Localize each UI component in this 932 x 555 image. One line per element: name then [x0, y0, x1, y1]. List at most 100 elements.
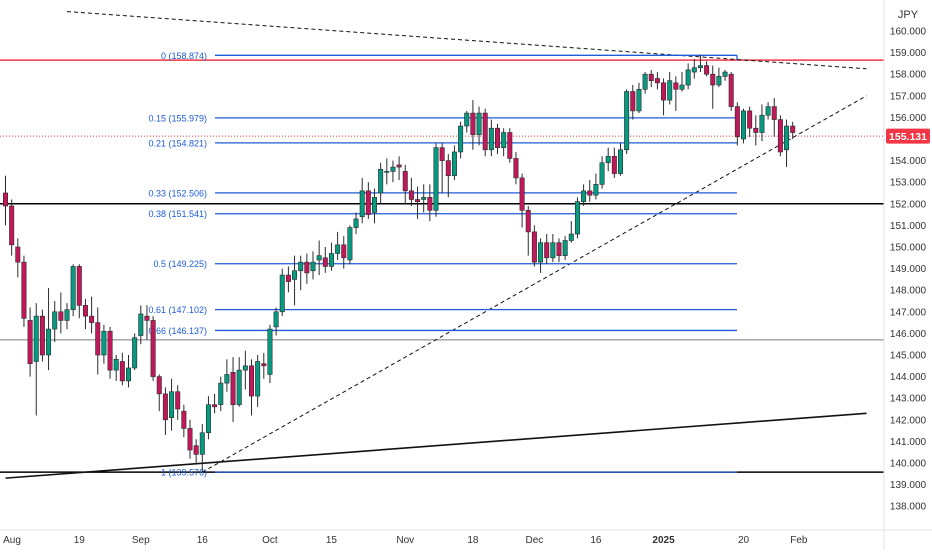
candle	[439, 143, 445, 193]
candle	[390, 160, 396, 183]
candle	[316, 240, 322, 276]
candle	[630, 85, 636, 120]
candle	[784, 119, 790, 168]
time-tick-label: 20	[738, 535, 750, 546]
candle	[556, 238, 562, 263]
time-axis[interactable]: Aug 19 Sep 16 Oct 15 Nov 18 Dec 16 2025 20 Feb	[3, 535, 808, 546]
candle-body	[95, 322, 101, 356]
candle	[704, 61, 710, 77]
candle	[402, 164, 408, 204]
candle-body	[359, 190, 365, 218]
candle	[169, 378, 175, 431]
candle-body	[82, 305, 88, 317]
candle-body	[507, 132, 513, 159]
candles	[2, 54, 796, 472]
candle	[562, 236, 568, 260]
candle	[716, 67, 722, 88]
candle	[691, 59, 697, 79]
dashed-trend-line[interactable]	[202, 95, 867, 473]
candle	[464, 110, 470, 133]
price-tick-label: 141.000	[890, 437, 927, 448]
candle-body	[298, 261, 304, 272]
candle-body	[673, 82, 679, 90]
candle-body	[132, 337, 138, 369]
time-tick-label: Nov	[396, 535, 414, 546]
candle	[740, 108, 746, 144]
candle	[759, 104, 765, 142]
candle-body	[636, 89, 642, 112]
candle-body	[21, 261, 27, 319]
price-tick-label: 156.000	[890, 113, 927, 124]
candle	[322, 247, 328, 273]
candle	[415, 186, 421, 219]
candle	[39, 309, 45, 362]
candle	[371, 188, 377, 224]
candle-body	[52, 311, 58, 330]
candle	[9, 199, 15, 256]
candle	[267, 324, 273, 384]
candle-body	[765, 106, 771, 116]
price-tick-label: 147.000	[890, 307, 927, 318]
candle	[138, 305, 144, 345]
candle-body	[667, 80, 673, 101]
candle	[538, 238, 544, 273]
candle-body	[513, 158, 519, 179]
candle	[242, 350, 248, 390]
candle	[544, 234, 550, 265]
candle	[661, 78, 667, 116]
price-axis[interactable]: 138.000 139.000 140.000 141.000 142.000 143.0…	[890, 27, 927, 513]
candle-body	[624, 91, 630, 151]
candle	[175, 385, 181, 420]
candle	[494, 123, 500, 155]
candle	[488, 119, 494, 157]
trend-line[interactable]	[5, 412, 867, 479]
candle	[482, 108, 488, 157]
candle-body	[433, 147, 439, 211]
candle-body	[611, 155, 617, 174]
candle	[119, 352, 125, 386]
candle-body	[224, 374, 230, 384]
dashed-trend-line[interactable]	[66, 11, 867, 70]
candle-body	[740, 110, 746, 140]
candle-body	[390, 166, 396, 172]
candle	[328, 242, 334, 271]
candle-body	[353, 218, 359, 228]
candle	[617, 143, 623, 176]
fibonacci-retracement[interactable]: 0 (158.874) 0.15 (155.979) 0.21 (154.821) 0…	[148, 51, 738, 478]
price-tick-label: 160.000	[890, 27, 927, 38]
candle-body	[402, 171, 408, 192]
candle-body	[464, 112, 470, 127]
candle	[199, 424, 205, 472]
candle	[667, 72, 673, 105]
price-tick-label: 149.000	[890, 264, 927, 275]
candle-body	[501, 132, 507, 148]
candle	[587, 180, 593, 202]
candle	[249, 359, 255, 416]
candle	[126, 355, 132, 388]
candle-body	[771, 106, 777, 120]
candle-body	[642, 73, 648, 90]
price-tick-label: 142.000	[890, 415, 927, 426]
candle-body	[144, 315, 150, 321]
candle	[181, 404, 187, 438]
candle	[150, 316, 156, 381]
candle	[95, 307, 101, 375]
candle-body	[396, 164, 402, 168]
candle-body	[187, 428, 193, 451]
candle	[648, 69, 654, 88]
price-tick-label: 154.000	[890, 156, 927, 167]
candle	[525, 205, 531, 256]
candle-body	[488, 127, 494, 151]
candle-body	[599, 162, 605, 185]
candle	[636, 82, 642, 114]
candle-body	[322, 257, 328, 267]
candle-body	[734, 106, 740, 138]
current-price-badge	[886, 128, 930, 144]
candle	[89, 296, 95, 334]
candle	[611, 147, 617, 178]
candle-body	[519, 177, 525, 211]
price-tick-label: 150.000	[890, 243, 927, 254]
candle-body	[212, 404, 218, 408]
candle-body	[39, 315, 45, 356]
